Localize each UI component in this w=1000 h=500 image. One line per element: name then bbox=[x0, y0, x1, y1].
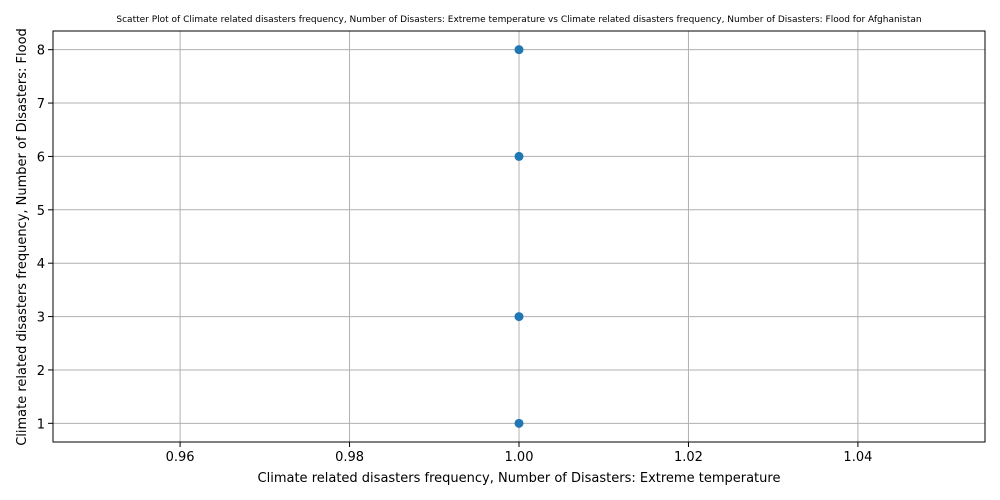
x-tick-label: 0.98 bbox=[335, 450, 364, 465]
y-axis-ticks: 1 2 3 4 5 6 7 8 bbox=[37, 44, 53, 432]
y-tick-label: 6 bbox=[37, 150, 45, 165]
data-points bbox=[514, 45, 524, 428]
y-tick-label: 5 bbox=[37, 204, 45, 219]
y-tick-label: 1 bbox=[37, 417, 45, 432]
scatter-point bbox=[514, 45, 524, 55]
x-tick-label: 1.04 bbox=[843, 450, 872, 465]
x-tick-label: 1.02 bbox=[674, 450, 703, 465]
y-axis-label: Climate related disasters frequency, Num… bbox=[15, 28, 30, 446]
chart-title: Scatter Plot of Climate related disaster… bbox=[116, 15, 921, 25]
x-axis-ticks: 0.96 0.98 1.00 1.02 1.04 bbox=[166, 442, 872, 465]
scatter-point bbox=[514, 151, 524, 161]
y-tick-label: 7 bbox=[37, 97, 45, 112]
grid bbox=[53, 31, 985, 442]
scatter-point bbox=[514, 418, 524, 428]
y-tick-label: 3 bbox=[37, 311, 45, 326]
x-tick-label: 0.96 bbox=[166, 450, 195, 465]
x-axis-label: Climate related disasters frequency, Num… bbox=[258, 471, 781, 486]
x-tick-label: 1.00 bbox=[505, 450, 534, 465]
y-tick-label: 8 bbox=[37, 44, 45, 59]
y-tick-label: 4 bbox=[37, 257, 45, 272]
y-tick-label: 2 bbox=[37, 364, 45, 379]
scatter-point bbox=[514, 312, 524, 322]
